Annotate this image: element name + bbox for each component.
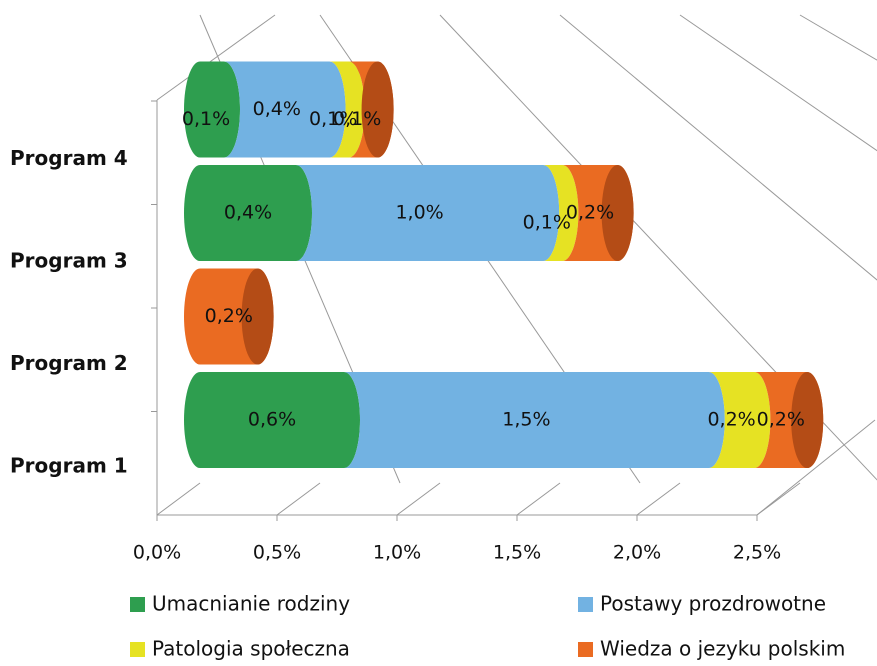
x-tick-label: 1,0%: [373, 542, 421, 564]
grid-line: [516, 482, 561, 516]
x-tick-label: 1,5%: [493, 542, 541, 564]
legend-swatch: [130, 642, 145, 657]
grid-line: [396, 482, 441, 516]
floor-edge: [756, 419, 876, 516]
value-label: 0,6%: [248, 409, 296, 431]
value-label: 0,2%: [205, 305, 253, 327]
bar-segment: [296, 165, 560, 261]
legend-swatch: [130, 597, 145, 612]
value-label: 0,2%: [757, 409, 805, 431]
value-label: 0,1%: [333, 108, 381, 130]
bar-segment: [708, 372, 771, 468]
value-label: 0,2%: [566, 202, 614, 224]
y-tick-label: Program 3: [10, 249, 128, 273]
bar-segment: [184, 372, 360, 468]
legend-label: Wiedza o jezyku polskim: [600, 637, 845, 661]
bar-cap: [601, 165, 634, 261]
bar-segment: [543, 165, 579, 261]
grid-line: [559, 14, 877, 281]
grid-line: [756, 482, 801, 516]
bar-cap-shade: [791, 372, 824, 468]
grid-line: [276, 482, 321, 516]
bar-cap-shade: [241, 268, 274, 365]
bar-cap: [361, 61, 394, 158]
y-tick-label: Program 2: [10, 351, 128, 375]
bar-segment: [184, 61, 240, 158]
bar-cap: [791, 372, 824, 468]
bar-segment: [329, 61, 365, 158]
x-tick-label: 2,0%: [613, 542, 661, 564]
y-tick-label: Program 4: [10, 146, 128, 170]
bar-segment: [344, 372, 725, 468]
wall-edge: [156, 14, 276, 101]
bar-segment: [224, 61, 346, 158]
grid-line: [679, 14, 877, 152]
bar-cap-shade: [361, 61, 394, 158]
legend-swatch: [578, 597, 593, 612]
y-tick-label: Program 1: [10, 454, 128, 478]
bar-segment: [184, 165, 312, 261]
legend-label: Umacnianie rodziny: [152, 592, 350, 616]
legend-swatch: [578, 642, 593, 657]
bar-cap: [241, 268, 274, 365]
value-label: 1,0%: [395, 202, 443, 224]
legend-label: Patologia społeczna: [152, 637, 350, 661]
value-label: 0,1%: [182, 108, 230, 130]
grid-line: [636, 482, 681, 516]
x-tick-label: 0,5%: [253, 542, 301, 564]
x-tick-label: 2,5%: [733, 542, 781, 564]
value-label: 0,4%: [224, 202, 272, 224]
bar-cap-shade: [601, 165, 634, 261]
value-label: 1,5%: [502, 409, 550, 431]
value-label: 0,1%: [523, 212, 571, 234]
value-label: 0,4%: [253, 98, 301, 120]
legend-label: Postawy prozdrowotne: [600, 592, 826, 616]
grid-line: [156, 482, 201, 516]
x-tick-label: 0,0%: [133, 542, 181, 564]
value-label: 0,1%: [309, 108, 357, 130]
value-label: 0,2%: [707, 409, 755, 431]
